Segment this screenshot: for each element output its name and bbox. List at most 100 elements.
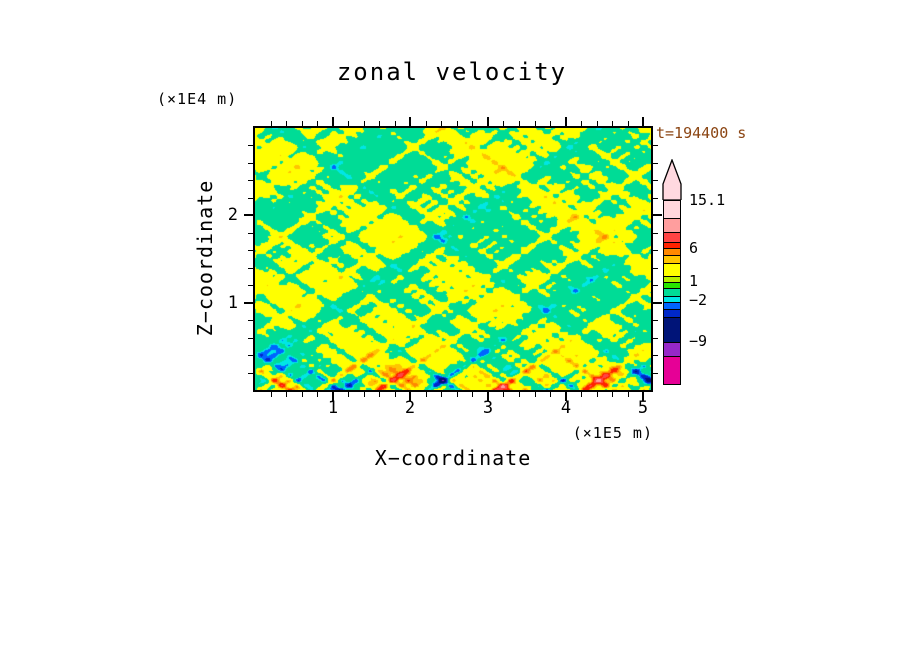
x-minor-tick: [535, 392, 536, 397]
x-tick-label: 5: [637, 398, 649, 418]
y-minor-tick: [248, 285, 253, 286]
x-major-tick: [332, 117, 334, 126]
x-tick-label: 1: [327, 398, 339, 418]
colorbar-value-label: 6: [689, 239, 699, 257]
x-tick-label: 4: [560, 398, 572, 418]
x-minor-tick: [286, 392, 287, 397]
x-minor-tick: [271, 121, 272, 126]
colorbar-segment: [664, 317, 680, 342]
y-minor-tick: [248, 355, 253, 356]
x-minor-tick: [597, 392, 598, 397]
x-minor-tick: [348, 392, 349, 397]
x-minor-tick: [550, 392, 551, 397]
y-minor-tick: [653, 373, 658, 374]
x-minor-tick: [597, 121, 598, 126]
colorbar-segment: [664, 309, 680, 318]
colorbar-arrow-icon: [662, 159, 682, 200]
x-major-tick: [642, 392, 644, 401]
y-minor-tick: [653, 145, 658, 146]
x-minor-tick: [286, 121, 287, 126]
colorbar-value-label: −2: [689, 291, 708, 309]
x-minor-tick: [379, 121, 380, 126]
y-major-tick: [653, 214, 662, 216]
colorbar-value-label: 15.1: [689, 191, 726, 209]
x-minor-tick: [457, 392, 458, 397]
y-major-tick: [244, 302, 253, 304]
x-major-tick: [565, 392, 567, 401]
x-minor-tick: [519, 121, 520, 126]
colorbar: [663, 200, 681, 385]
x-minor-tick: [612, 121, 613, 126]
y-tick-label: 1: [227, 293, 238, 313]
y-minor-tick: [653, 163, 658, 164]
plot-frame: [253, 126, 653, 392]
x-minor-tick: [628, 392, 629, 397]
x-minor-tick: [503, 121, 504, 126]
y-axis-unit-label: (×1E4 m): [157, 90, 238, 108]
y-minor-tick: [248, 180, 253, 181]
x-minor-tick: [550, 121, 551, 126]
colorbar-segment: [664, 255, 680, 264]
colorbar-segment: [664, 301, 680, 310]
x-minor-tick: [379, 392, 380, 397]
x-minor-tick: [441, 392, 442, 397]
x-minor-tick: [426, 392, 427, 397]
x-axis-label: X−coordinate: [374, 446, 532, 470]
x-minor-tick: [612, 392, 613, 397]
x-minor-tick: [317, 121, 318, 126]
y-minor-tick: [653, 320, 658, 321]
y-minor-tick: [653, 233, 658, 234]
x-minor-tick: [364, 392, 365, 397]
x-minor-tick: [472, 392, 473, 397]
x-minor-tick: [271, 392, 272, 397]
colorbar-segment: [664, 356, 680, 385]
x-minor-tick: [395, 121, 396, 126]
x-major-tick: [565, 117, 567, 126]
y-minor-tick: [653, 250, 658, 251]
y-minor-tick: [248, 320, 253, 321]
x-minor-tick: [535, 121, 536, 126]
x-minor-tick: [628, 121, 629, 126]
x-minor-tick: [457, 121, 458, 126]
x-minor-tick: [395, 392, 396, 397]
x-minor-tick: [503, 392, 504, 397]
x-minor-tick: [302, 121, 303, 126]
x-minor-tick: [581, 121, 582, 126]
colorbar-segment: [664, 247, 680, 256]
colorbar-segment: [664, 241, 680, 248]
y-minor-tick: [248, 233, 253, 234]
colorbar-value-label: 1: [689, 272, 699, 290]
y-minor-tick: [653, 180, 658, 181]
y-minor-tick: [653, 198, 658, 199]
x-minor-tick: [441, 121, 442, 126]
x-minor-tick: [348, 121, 349, 126]
x-major-tick: [487, 392, 489, 401]
x-tick-label: 2: [404, 398, 416, 418]
colorbar-segment: [664, 281, 680, 288]
y-minor-tick: [248, 198, 253, 199]
y-major-tick: [653, 302, 662, 304]
y-axis-label: Z−coordinate: [193, 179, 217, 337]
x-axis-unit-label: (×1E5 m): [572, 424, 653, 442]
y-minor-tick: [248, 163, 253, 164]
x-major-tick: [409, 392, 411, 401]
colorbar-segment: [664, 275, 680, 282]
y-minor-tick: [653, 268, 658, 269]
x-minor-tick: [472, 121, 473, 126]
x-minor-tick: [317, 392, 318, 397]
x-minor-tick: [581, 392, 582, 397]
colorbar-segment: [664, 287, 680, 296]
colorbar-segment: [664, 295, 680, 302]
x-minor-tick: [519, 392, 520, 397]
x-tick-label: 3: [482, 398, 494, 418]
plot-title: zonal velocity: [336, 58, 568, 86]
x-major-tick: [332, 392, 334, 401]
colorbar-segment: [664, 263, 680, 276]
heatmap-canvas: [255, 128, 651, 390]
x-major-tick: [409, 117, 411, 126]
x-minor-tick: [302, 392, 303, 397]
y-minor-tick: [248, 268, 253, 269]
colorbar-segment: [664, 341, 680, 357]
y-minor-tick: [248, 250, 253, 251]
